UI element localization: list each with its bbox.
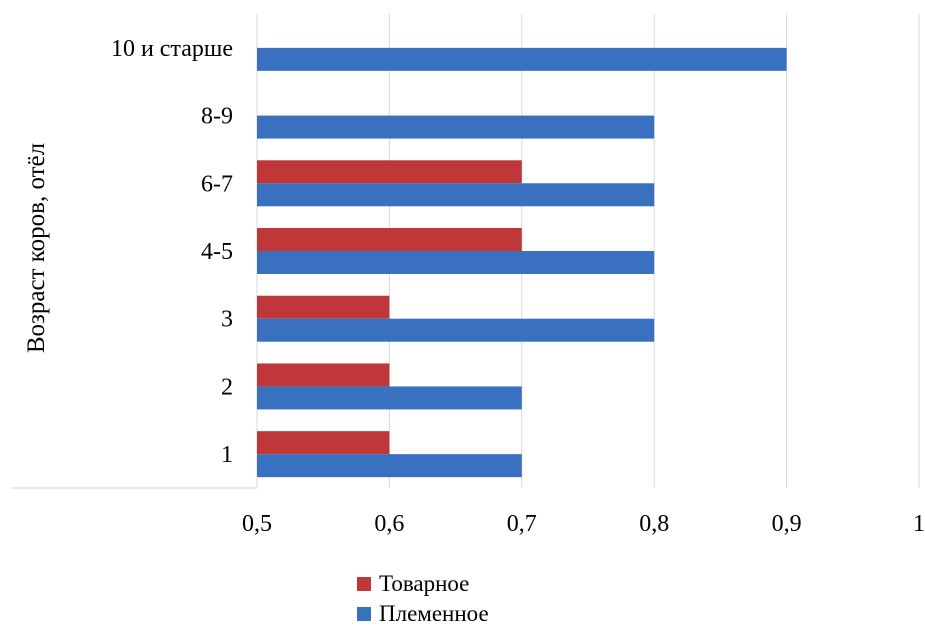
bar-tovarnoe: [257, 431, 390, 455]
category-label: 8-9: [201, 104, 233, 130]
bar-plemennoe: [257, 386, 522, 410]
category-label: 1: [221, 442, 233, 468]
category-label: 6-7: [201, 171, 233, 197]
x-tick-label: 0,7: [507, 511, 537, 537]
y-axis-title: Возраст коров, отёл: [23, 143, 50, 353]
x-tick-label: 0,6: [374, 511, 404, 537]
legend-label-plemennoe: Племенное: [379, 601, 489, 626]
legend-item-tovarnoe: Товарное: [357, 569, 489, 599]
bar-plemennoe: [257, 251, 655, 274]
category-label: 4-5: [201, 239, 233, 265]
bar-plemennoe: [257, 47, 787, 71]
bar-plemennoe: [257, 454, 522, 478]
legend-item-plemennoe: Племенное: [357, 599, 489, 629]
category-label: 2: [221, 374, 233, 400]
bar-tovarnoe: [257, 160, 522, 184]
legend-label-tovarnoe: Товарное: [379, 571, 470, 596]
category-label: 10 и старше: [111, 36, 233, 62]
legend: Товарное Племенное: [357, 569, 489, 629]
x-tick-label: 0,5: [242, 511, 272, 537]
bar-tovarnoe: [257, 228, 522, 251]
bar-tovarnoe: [257, 295, 390, 319]
category-label: 3: [221, 307, 233, 333]
bar-plemennoe: [257, 318, 655, 342]
bar-plemennoe: [257, 115, 655, 139]
x-tick-label: 0,9: [772, 511, 802, 537]
category-labels: 1 2 3 4-5 6-7 8-9 10 и старше: [111, 36, 233, 468]
x-tick-label: 0,8: [639, 511, 669, 537]
bars: [257, 47, 787, 478]
x-tick-label: 1: [913, 511, 925, 537]
legend-swatch-tovarnoe: [357, 577, 371, 591]
bar-plemennoe: [257, 183, 655, 207]
legend-swatch-plemennoe: [357, 607, 371, 621]
bar-tovarnoe: [257, 363, 390, 387]
x-tick-labels: 0,5 0,6 0,7 0,8 0,9 1: [242, 511, 925, 537]
